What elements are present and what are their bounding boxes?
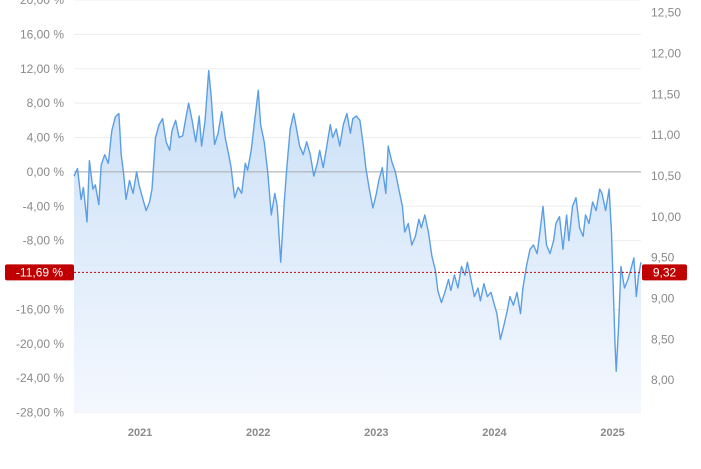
current-price-badge-bg bbox=[642, 264, 687, 281]
left-tick-label: -28,00 % bbox=[16, 406, 64, 420]
current-percent-label: -11,69 % bbox=[16, 265, 63, 279]
left-tick-label: -24,00 % bbox=[16, 371, 64, 385]
left-axis-ticks: 20,00 % 16,00 % 12,00 % 8,00 % 4,00 % 0,00 % -… bbox=[16, 0, 64, 420]
x-tick-label: 2021 bbox=[128, 427, 152, 439]
series-line bbox=[73, 69, 642, 372]
x-axis-ticks: 2021 2022 2023 2024 2025 bbox=[128, 427, 625, 439]
left-tick-label: -16,00 % bbox=[16, 302, 64, 316]
x-tick-label: 2025 bbox=[600, 427, 624, 439]
right-tick-label: 12,50 bbox=[651, 6, 681, 20]
left-tick-label: -4,00 % bbox=[23, 199, 65, 213]
right-tick-label: 11,50 bbox=[651, 87, 680, 101]
series-area bbox=[74, 70, 641, 413]
left-tick-label: -20,00 % bbox=[16, 337, 64, 351]
current-value-layer: -11,69 % 9,32 bbox=[5, 264, 687, 281]
current-percent-badge: -11,69 % bbox=[5, 264, 74, 281]
area-fill-layer bbox=[74, 70, 641, 413]
left-tick-label: -8,00 % bbox=[23, 234, 65, 248]
x-tick-label: 2023 bbox=[364, 427, 388, 439]
left-tick-label: 20,00 % bbox=[20, 0, 64, 7]
current-price-label: 9,32 bbox=[653, 265, 677, 279]
right-tick-label: 9,00 bbox=[651, 292, 675, 306]
left-tick-label: 0,00 % bbox=[27, 165, 65, 179]
x-tick-label: 2024 bbox=[482, 427, 507, 439]
x-tick-label: 2022 bbox=[246, 427, 270, 439]
right-tick-label: 8,00 bbox=[651, 373, 675, 387]
right-tick-label: 10,50 bbox=[651, 169, 681, 183]
left-tick-label: 12,00 % bbox=[20, 62, 64, 76]
current-percent-badge-bg bbox=[5, 264, 74, 281]
right-axis-ticks: 12,50 12,00 11,50 11,00 10,50 10,00 9,50 9,00 8,… bbox=[651, 6, 681, 388]
right-tick-label: 9,50 bbox=[651, 251, 675, 265]
right-tick-label: 11,00 bbox=[651, 128, 680, 142]
left-tick-label: 8,00 % bbox=[27, 96, 65, 110]
right-tick-label: 12,00 bbox=[651, 46, 681, 60]
right-tick-label: 10,00 bbox=[651, 210, 681, 224]
series-line-layer bbox=[73, 69, 642, 372]
right-tick-label: 8,50 bbox=[651, 332, 675, 346]
current-price-badge: 9,32 bbox=[642, 264, 687, 281]
left-tick-label: 4,00 % bbox=[27, 131, 65, 145]
left-tick-label: 16,00 % bbox=[20, 27, 64, 41]
